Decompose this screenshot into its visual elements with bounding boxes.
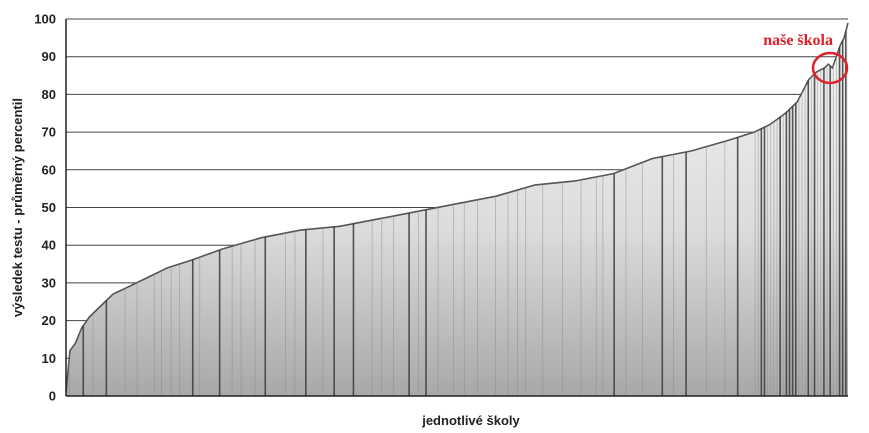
- y-axis-ticks: 0 10 20 30 40 50 60 70 80 90 100: [34, 12, 56, 404]
- annotation-label: naše škola: [763, 32, 833, 49]
- y-tick-label: 40: [42, 238, 56, 253]
- school-bars: [68, 31, 847, 396]
- y-axis-label: výsledek testu - průměrný percentil: [10, 98, 25, 317]
- y-tick-label: 0: [49, 389, 56, 404]
- y-tick-label: 90: [42, 49, 56, 64]
- y-tick-label: 30: [42, 275, 56, 290]
- area-fill: [66, 22, 848, 397]
- y-tick-label: 70: [42, 125, 56, 140]
- x-axis-label: jednotlivé školy: [421, 413, 520, 428]
- y-tick-label: 20: [42, 313, 56, 328]
- y-tick-label: 80: [42, 87, 56, 102]
- y-tick-label: 100: [34, 12, 56, 27]
- highlight-circle: [811, 51, 849, 85]
- y-tick-label: 50: [42, 200, 56, 215]
- y-tick-label: 10: [42, 351, 56, 366]
- y-tick-label: 60: [42, 162, 56, 177]
- data-area: [65, 22, 849, 397]
